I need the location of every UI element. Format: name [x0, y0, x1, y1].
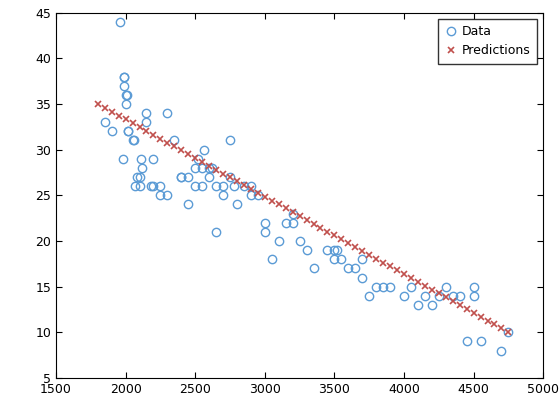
Data	[366, 293, 372, 298]
Predictions	[213, 167, 220, 172]
Predictions	[352, 244, 358, 249]
Line: Data: Data	[101, 18, 512, 355]
Predictions	[199, 160, 206, 165]
Predictions	[164, 140, 171, 145]
Data	[505, 330, 512, 335]
Data	[324, 247, 331, 252]
Predictions	[234, 179, 240, 184]
Data	[116, 19, 123, 24]
Data	[136, 175, 143, 180]
Data	[498, 348, 505, 353]
Data	[143, 110, 150, 116]
Predictions	[95, 101, 101, 106]
Predictions	[227, 175, 234, 180]
Data	[101, 120, 108, 125]
Predictions	[505, 330, 512, 335]
Data	[227, 175, 234, 180]
Line: Predictions: Predictions	[94, 100, 512, 336]
Data	[130, 138, 137, 143]
Legend: Data, Predictions: Data, Predictions	[438, 19, 537, 63]
